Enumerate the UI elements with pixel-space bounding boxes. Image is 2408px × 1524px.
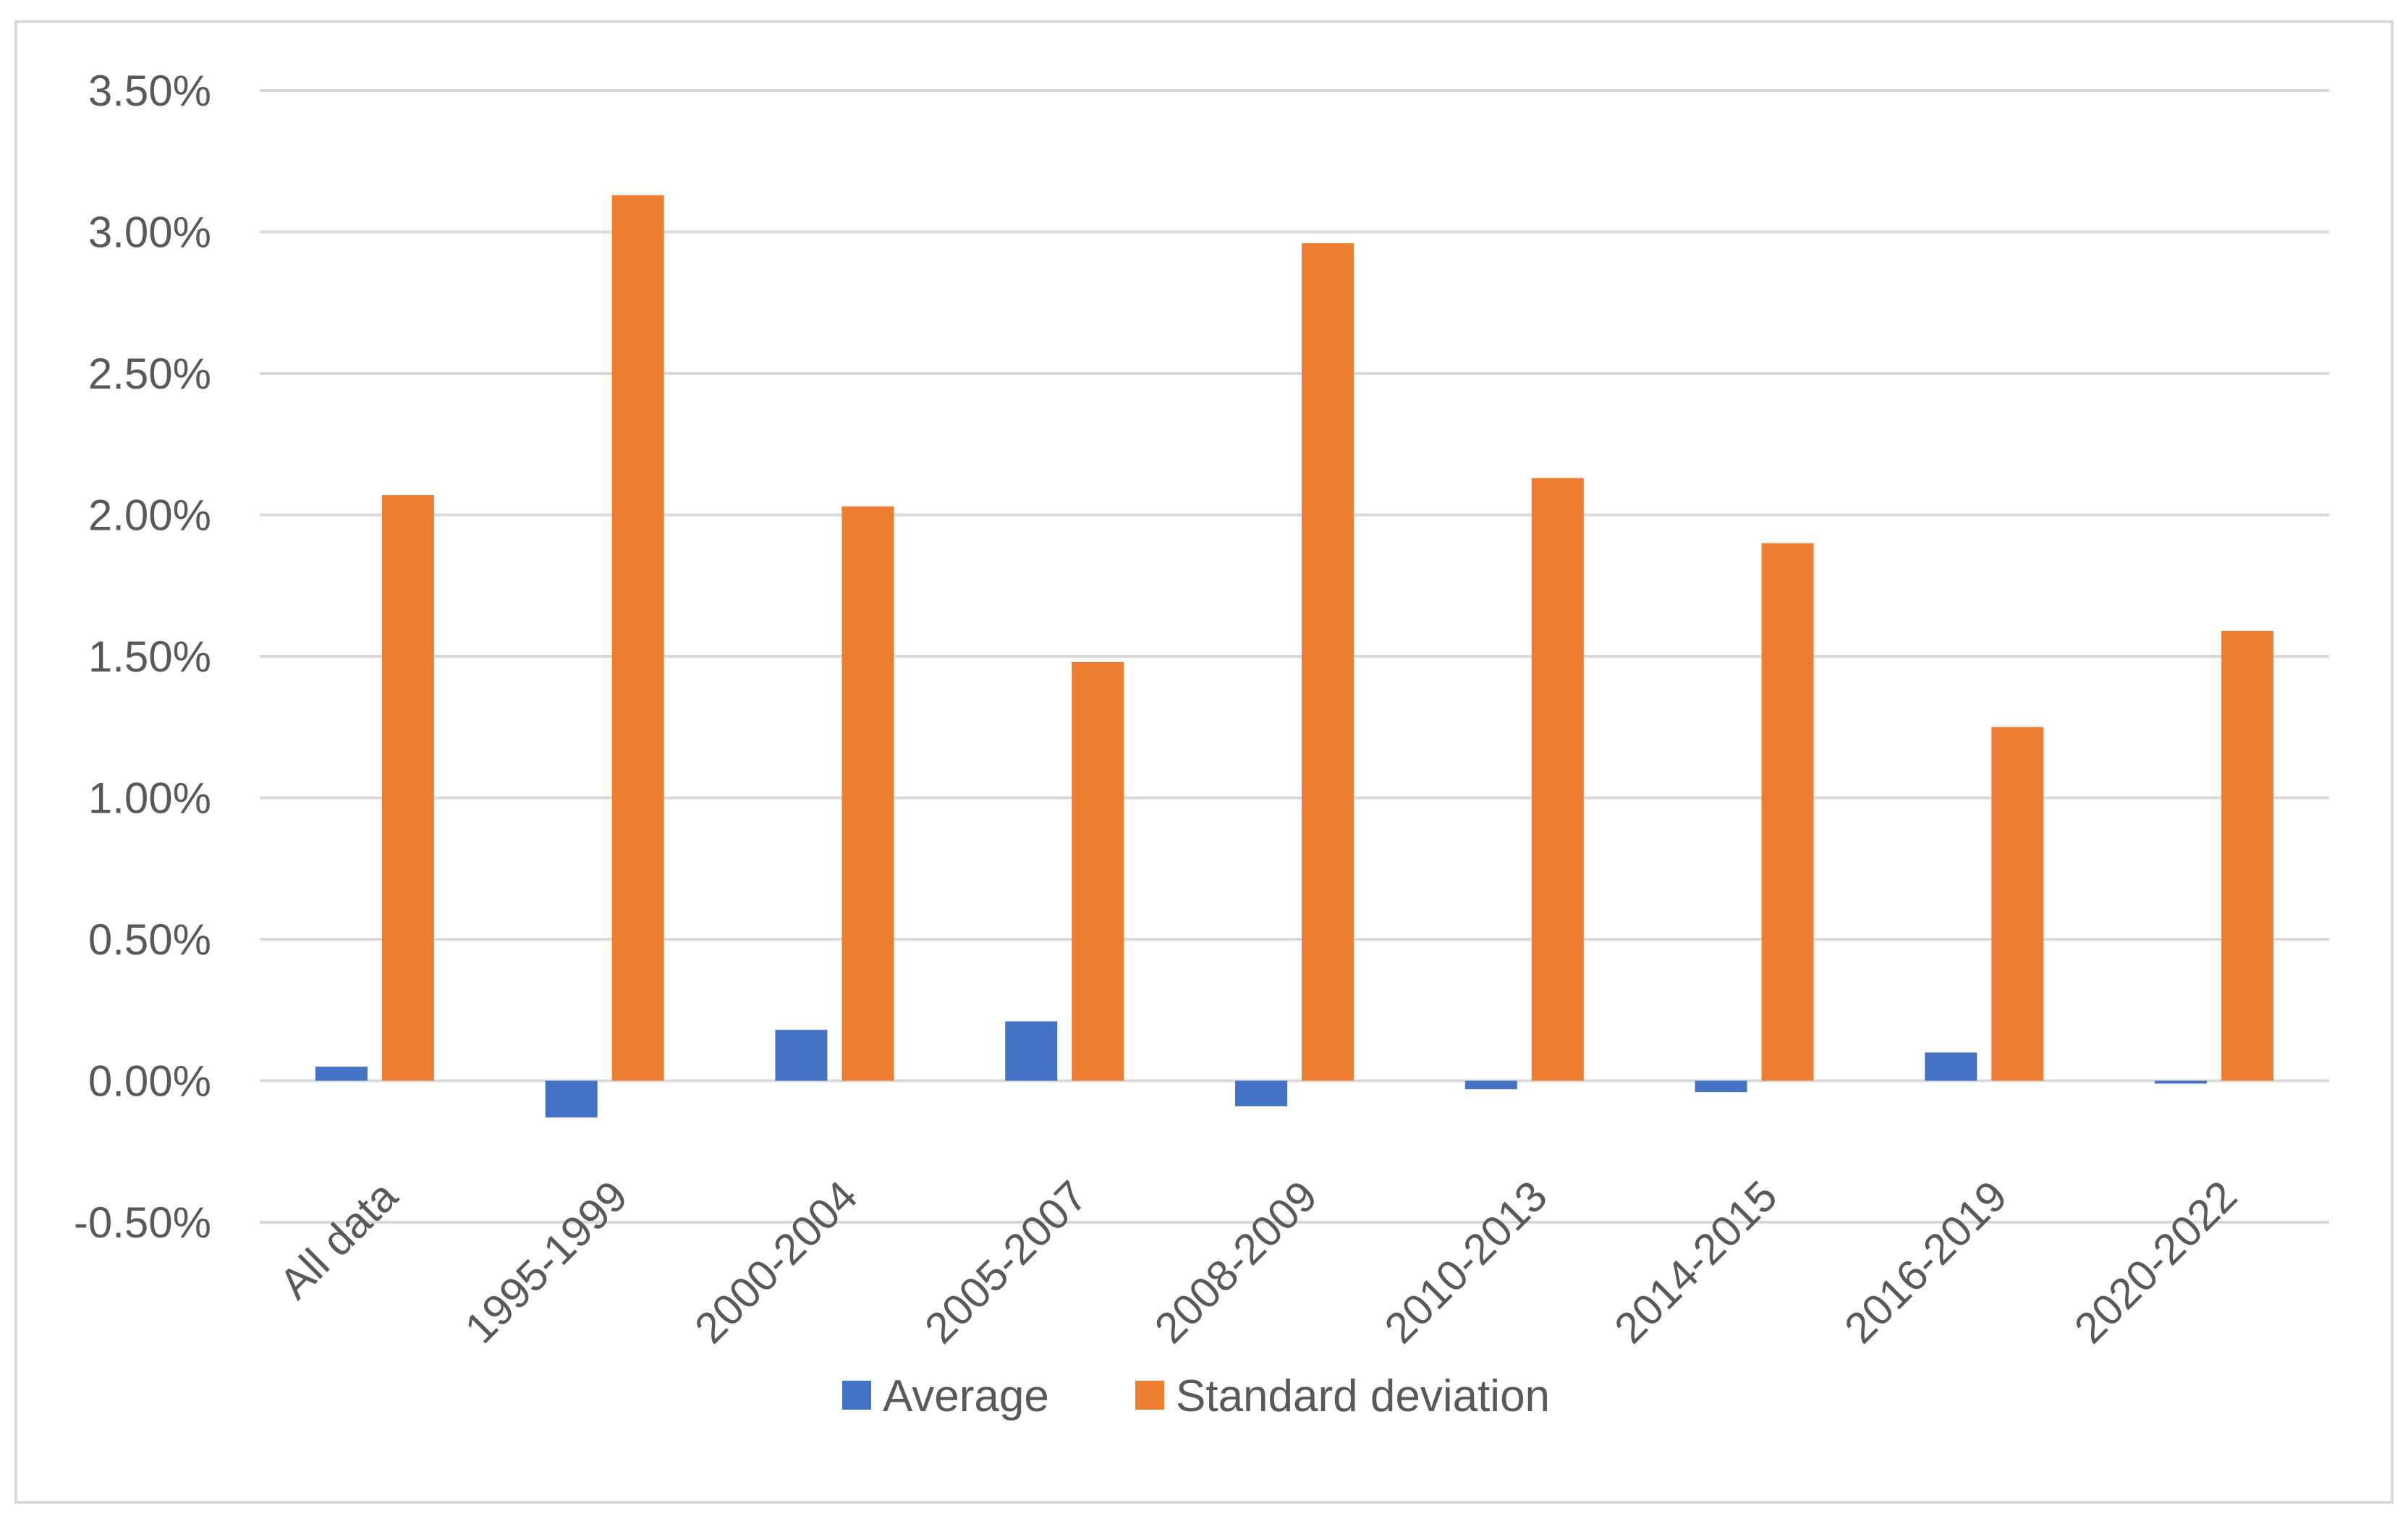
x-tick-label: 2014-2015 (1605, 1172, 1786, 1352)
legend-label: Standard deviation (1176, 1371, 1550, 1421)
x-tick-label: 2020-2022 (2065, 1172, 2246, 1352)
y-tick-label: 1.00% (88, 774, 211, 823)
legend-label: Average (883, 1371, 1049, 1421)
legend-swatch-standard-deviation (1135, 1381, 1164, 1410)
y-tick-label: 2.50% (88, 350, 211, 398)
x-tick-label: 2008-2009 (1145, 1172, 1326, 1352)
bar-average (1235, 1080, 1287, 1106)
legend-swatch-average (842, 1381, 871, 1410)
bar-standard-deviation (611, 195, 664, 1081)
x-tick-label: 2010-2013 (1375, 1172, 1556, 1352)
bar-chart: 3.50% 3.00% 2.50% 2.00% 1.50% 1.00% 0.50% 0.00%… (74, 67, 2329, 1421)
bars (315, 195, 2274, 1118)
bar-standard-deviation (1761, 543, 1814, 1081)
bar-standard-deviation (1991, 727, 2044, 1081)
chart-frame: 3.50% 3.00% 2.50% 2.00% 1.50% 1.00% 0.50% 0.00%… (14, 20, 2394, 1504)
bar-standard-deviation (1302, 243, 1354, 1081)
x-tick-label: All data (270, 1171, 407, 1308)
bar-standard-deviation (1531, 478, 1584, 1081)
y-tick-label: 0.00% (88, 1057, 211, 1106)
bar-standard-deviation (381, 495, 434, 1081)
x-tick-label: 2016-2019 (1835, 1172, 2016, 1352)
bar-average (1464, 1080, 1517, 1090)
x-axis-tick-labels: All data 1995-1999 2000-2004 2005-2007 2008-… (270, 1171, 2246, 1352)
x-tick-label: 2000-2004 (685, 1172, 866, 1352)
bar-average (315, 1066, 368, 1081)
bar-average (2155, 1080, 2208, 1084)
y-tick-label: 2.00% (88, 491, 211, 540)
gridlines (260, 89, 2329, 1224)
bar-standard-deviation (841, 506, 894, 1081)
bar-average (1925, 1052, 1977, 1081)
y-tick-label: 1.50% (88, 632, 211, 681)
y-tick-label: -0.50% (74, 1198, 211, 1247)
x-tick-label: 2005-2007 (915, 1172, 1096, 1352)
bar-average (545, 1080, 598, 1118)
y-tick-label: 0.50% (88, 915, 211, 964)
legend: Average Standard deviation (842, 1371, 1550, 1421)
y-tick-label: 3.50% (88, 67, 211, 115)
bar-average (775, 1030, 828, 1081)
bar-standard-deviation (1072, 661, 1124, 1081)
bar-average (1005, 1021, 1058, 1081)
y-tick-label: 3.00% (88, 208, 211, 257)
bar-standard-deviation (2221, 630, 2274, 1081)
x-tick-label: 1995-1999 (456, 1172, 637, 1352)
bar-average (1695, 1080, 1747, 1093)
y-axis-tick-labels: 3.50% 3.00% 2.50% 2.00% 1.50% 1.00% 0.50% 0.00%… (74, 67, 211, 1247)
